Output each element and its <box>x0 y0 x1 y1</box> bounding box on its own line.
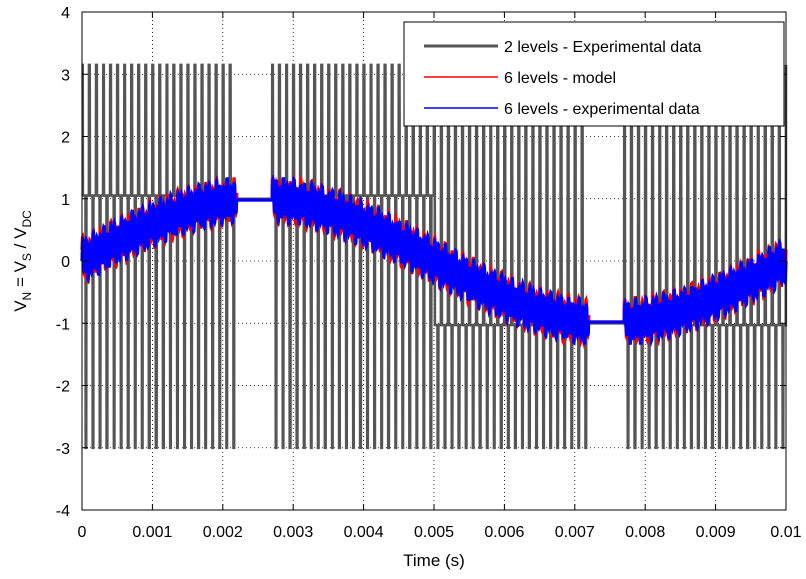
x-tick-label: 0.007 <box>555 524 595 541</box>
x-tick-label: 0.002 <box>203 524 243 541</box>
x-tick-label: 0.01 <box>770 524 801 541</box>
x-tick-label: 0.006 <box>484 524 524 541</box>
y-tick-labels: 4 3 2 1 0 -1 -2 -3 -4 <box>56 5 70 520</box>
legend-label: 6 levels - experimental data <box>504 101 700 118</box>
y-axis-label-part: V <box>11 300 30 312</box>
y-tick-label: 2 <box>61 130 70 147</box>
y-axis-label-subscript: DC <box>20 210 34 228</box>
legend-label: 2 levels - Experimental data <box>504 39 702 56</box>
legend: 2 levels - Experimental data 6 levels - m… <box>403 21 785 127</box>
y-axis-label-subscript: N <box>20 292 34 301</box>
y-axis-label-part: = V <box>11 260 30 291</box>
x-tick-label: 0.001 <box>132 524 172 541</box>
y-axis-label: VN = VS / VDC <box>11 210 34 312</box>
x-axis-label: Time (s) <box>403 551 465 570</box>
y-tick-label: -1 <box>56 316 70 333</box>
x-tick-labels: 0 0.001 0.002 0.003 0.004 0.005 0.006 0.007 0.00… <box>78 524 802 541</box>
x-tick-label: 0.008 <box>625 524 665 541</box>
y-axis-label-subscript: S <box>20 253 34 261</box>
x-tick-label: 0.005 <box>414 524 454 541</box>
x-tick-label: 0.003 <box>273 524 313 541</box>
x-tick-label: 0 <box>78 524 87 541</box>
y-tick-label: 4 <box>61 5 70 22</box>
y-tick-label: 1 <box>61 192 70 209</box>
series-line-6-levels-experimental <box>80 173 788 348</box>
y-axis-label-part: / V <box>11 227 30 253</box>
legend-label: 6 levels - model <box>504 70 616 87</box>
x-tick-label: 0.004 <box>344 524 384 541</box>
x-tick-label: 0.009 <box>696 524 736 541</box>
y-tick-label: -2 <box>56 379 70 396</box>
y-tick-label: 0 <box>61 254 70 271</box>
y-tick-label: -3 <box>56 441 70 458</box>
y-tick-label: 3 <box>61 67 70 84</box>
tick-marks <box>81 11 787 511</box>
y-tick-label: -4 <box>56 503 70 520</box>
